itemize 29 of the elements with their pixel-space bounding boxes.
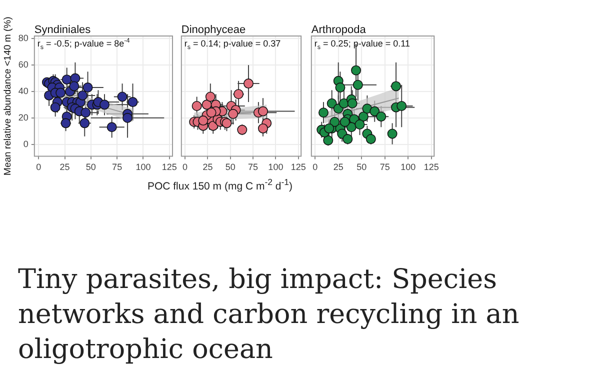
x-tick-label: 75	[380, 162, 390, 172]
text: Tiny parasites, big impact: Species networks and carbon recycling in an oligotrophic ocean	[18, 263, 520, 367]
x-tick-label: 50	[225, 162, 236, 172]
x-tick-label: 0	[312, 162, 318, 172]
x-tick-label: 75	[248, 162, 258, 172]
chart-title: Arthropoda	[311, 24, 367, 36]
y-tick-label: 60	[18, 60, 28, 70]
y-tick-label: 40	[18, 86, 28, 96]
x-tick-label: 25	[60, 162, 70, 172]
y-axis-title: Mean relative abundance <140 m (%)	[2, 16, 14, 176]
x-tick-label: 125	[424, 162, 439, 172]
x-tick-label: 25	[333, 162, 344, 172]
x-tick-label: 125	[290, 162, 306, 172]
y-tick-label: 20	[18, 112, 28, 122]
x-tick-label: 100	[136, 162, 151, 172]
x-tick-label: 25	[202, 162, 213, 172]
x-tick-label: 100	[268, 162, 284, 172]
chart-title: Syndiniales	[34, 24, 92, 36]
y-tick-label: 0	[23, 138, 28, 149]
x-tick-label: 0	[182, 162, 188, 172]
chart-title: Dinophyceae	[181, 24, 246, 36]
x-axis-title: POC flux 150 m (mg C m$^{-2}$ d$^{-1}$)	[146, 177, 294, 192]
x-tick-label: 100	[400, 162, 416, 172]
x-tick-label: 50	[356, 162, 367, 172]
x-tick-label: 125	[162, 162, 177, 172]
y-tick-label: 80	[18, 33, 28, 44]
x-tick-label: 0	[36, 162, 42, 172]
x-tick-label: 50	[86, 162, 96, 172]
x-tick-label: 75	[112, 162, 122, 172]
